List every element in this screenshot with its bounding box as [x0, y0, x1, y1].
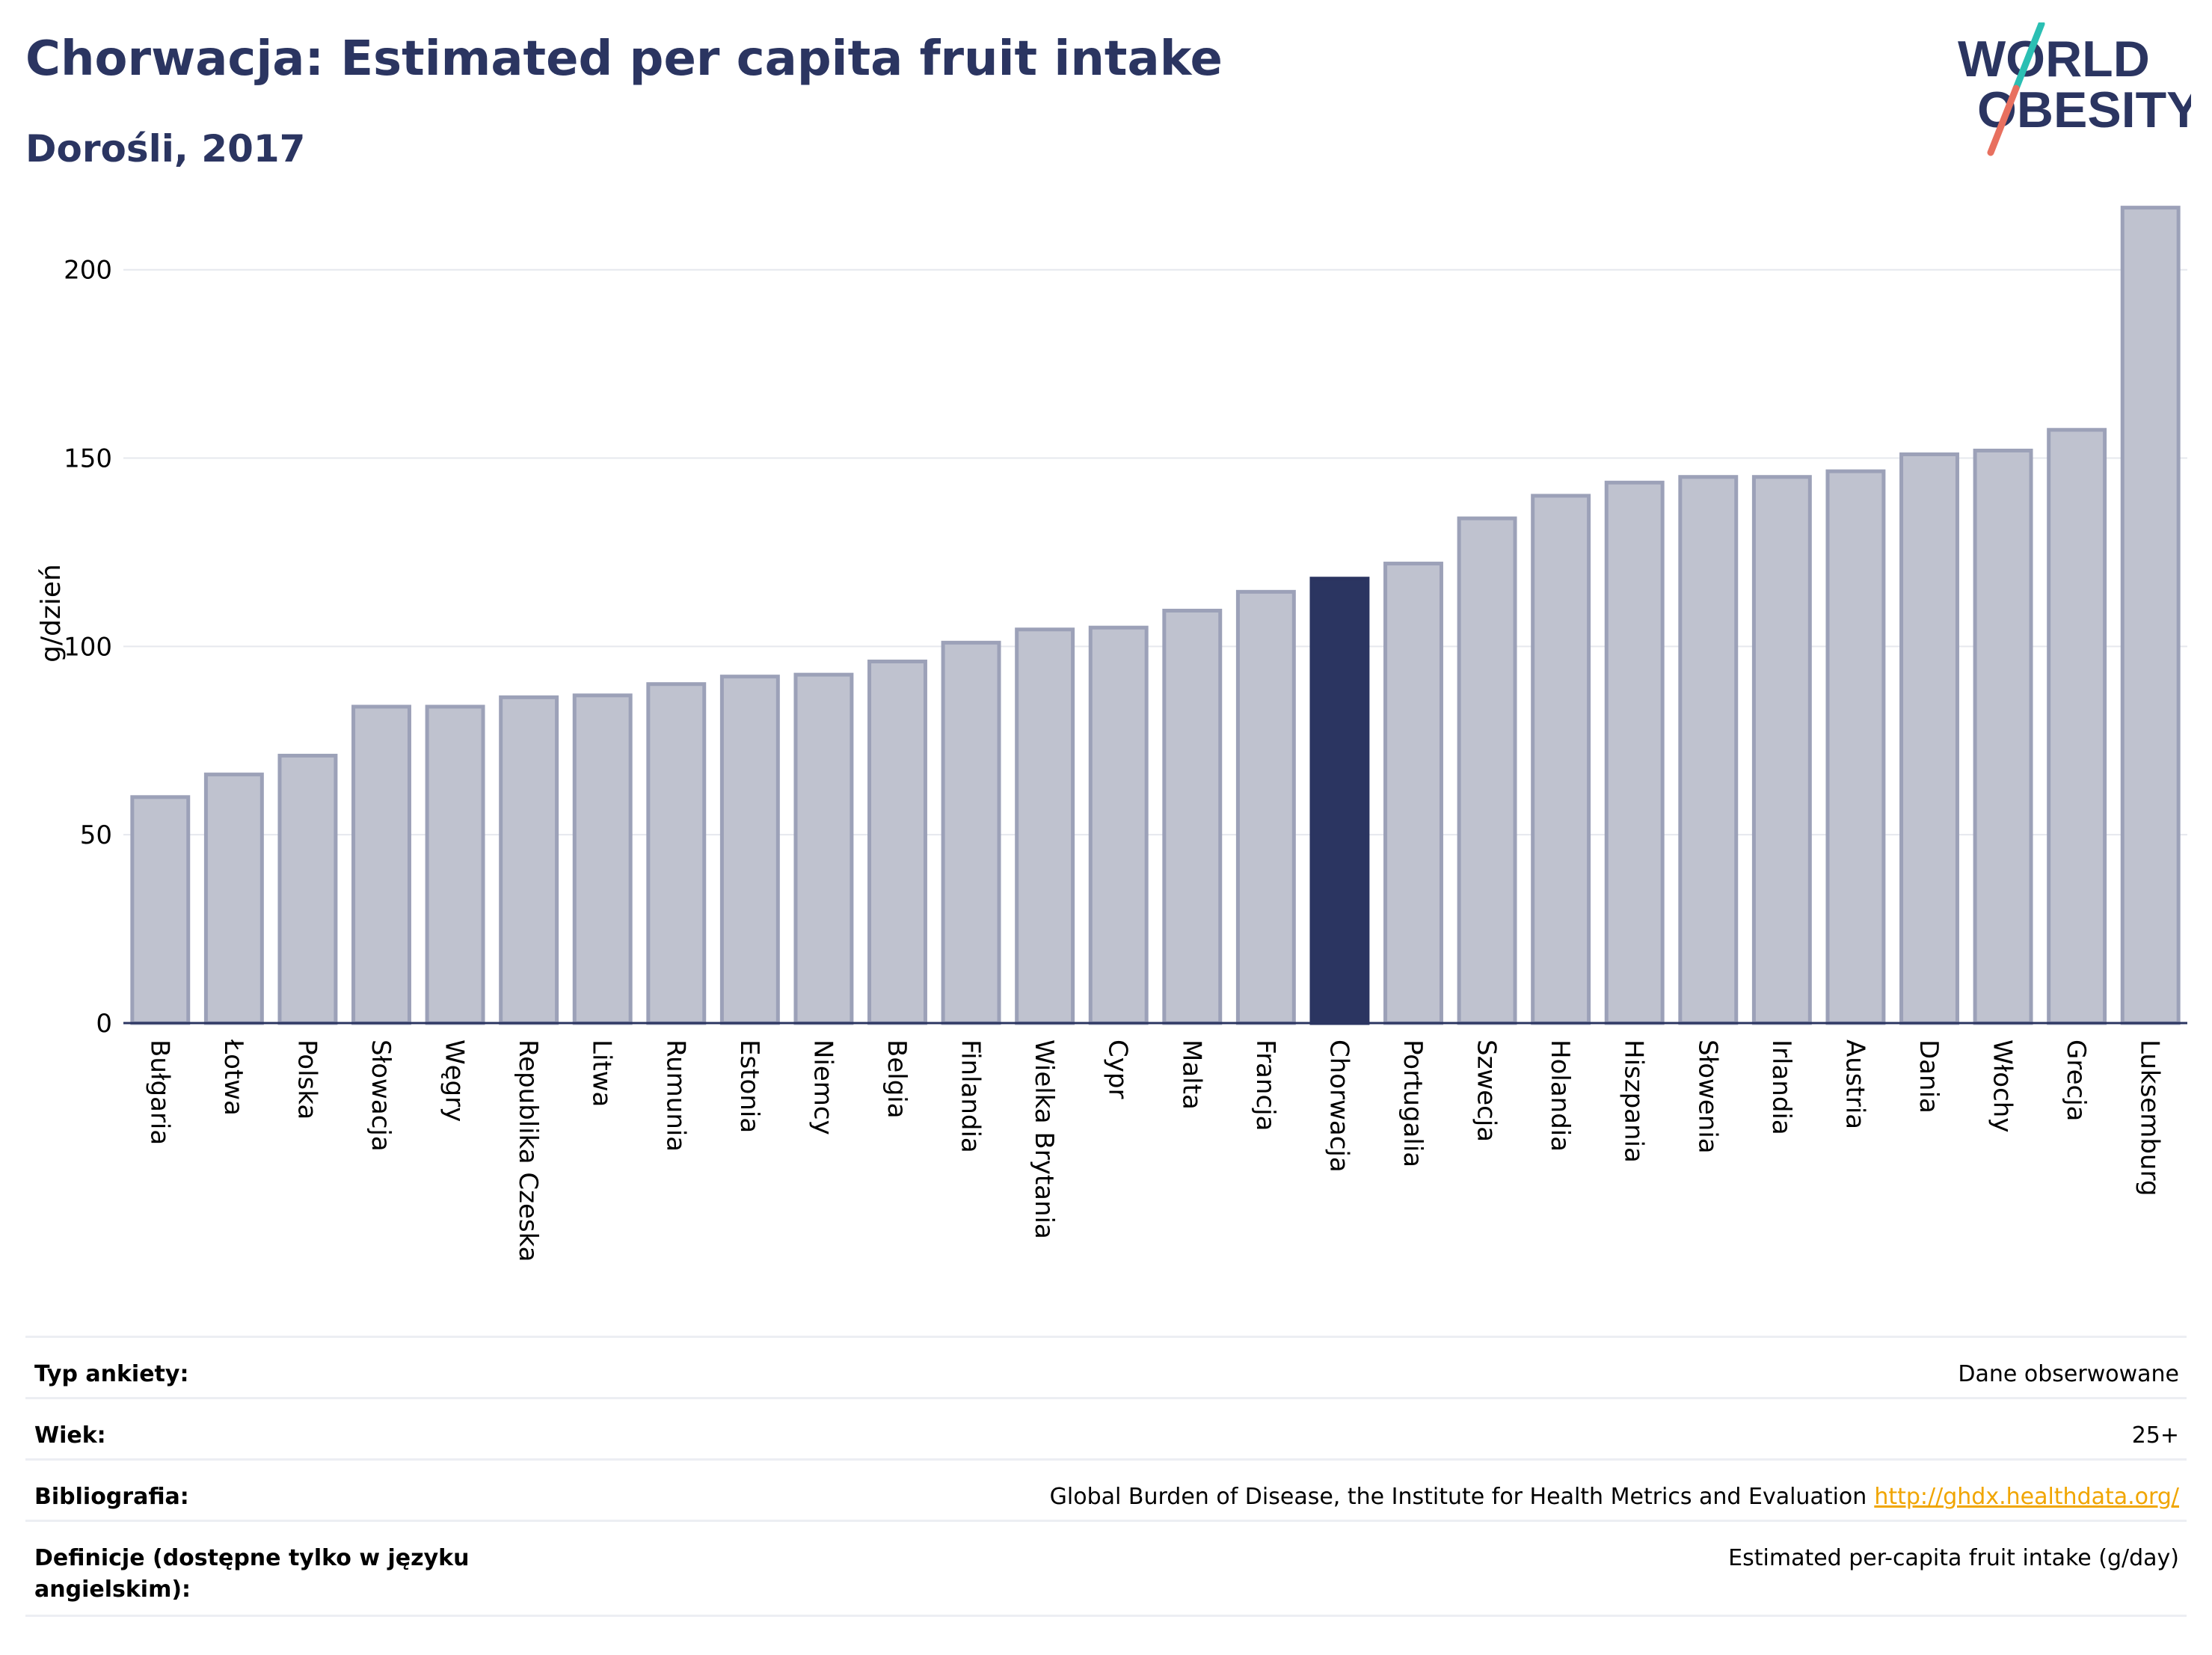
bar-węgry — [425, 704, 485, 1025]
info-row-bibliography: Bibliografia: Global Burden of Disease, … — [25, 1458, 2187, 1520]
bar-włochy — [1973, 448, 2033, 1025]
bar-słowenia — [1678, 475, 1739, 1025]
y-axis-ticks: 0 50 100 150 200 — [64, 256, 112, 1039]
x-tick-label: Grecja — [2061, 1040, 2091, 1121]
bar-hiszpania — [1604, 480, 1665, 1025]
bar-polska — [277, 753, 338, 1025]
x-tick-label: Belgia — [882, 1040, 912, 1119]
x-tick-label: Hiszpania — [1619, 1040, 1649, 1163]
bar-estonia — [719, 675, 780, 1025]
x-tick-label: Polska — [292, 1040, 322, 1120]
info-label: Definicje (dostępne tylko w języku angie… — [34, 1545, 470, 1603]
x-tick-label: Szwecja — [1472, 1040, 1502, 1142]
x-tick-label: Portugalia — [1398, 1040, 1428, 1167]
y-tick-label: 50 — [80, 820, 112, 850]
x-tick-label: Francja — [1250, 1040, 1280, 1131]
chart-subtitle: Dorośli, 2017 — [25, 127, 306, 171]
x-tick-label: Niemcy — [808, 1040, 838, 1135]
x-tick-label: Malta — [1176, 1040, 1206, 1110]
bar-republika-czeska — [499, 695, 559, 1025]
x-tick-label: Cypr — [1103, 1040, 1133, 1099]
x-tick-label: Słowacja — [366, 1040, 396, 1152]
bar-holandia — [1531, 494, 1591, 1025]
info-label: Wiek: — [34, 1422, 106, 1449]
y-tick-label: 100 — [64, 632, 112, 662]
bar-belgia — [867, 660, 927, 1025]
info-row-age: Wiek: 25+ — [25, 1397, 2187, 1458]
y-tick-label: 150 — [64, 444, 112, 474]
chart-title: Chorwacja: Estimated per capita fruit in… — [25, 31, 1223, 87]
logo-slash-top — [2012, 22, 2045, 92]
bar-grecja — [2047, 428, 2107, 1025]
bar-luksemburg — [2120, 206, 2181, 1025]
y-tick-label: 0 — [96, 1009, 112, 1039]
info-label: Bibliografia: — [34, 1484, 189, 1510]
x-axis-tick-labels: Bułgaria Łotwa Polska Słowacja Węgry Republik… — [144, 1039, 2164, 1262]
y-axis-label: g/dzień — [36, 564, 67, 663]
info-table: Typ ankiety: Dane obserwowane Wiek: 25+ … — [25, 1336, 2187, 1617]
x-tick-label: Austria — [1840, 1040, 1870, 1129]
x-tick-label: Holandia — [1545, 1040, 1575, 1152]
bars — [130, 206, 2181, 1025]
bar-szwecja — [1457, 516, 1517, 1025]
x-tick-label: Węgry — [440, 1040, 470, 1122]
bar-cypr — [1088, 625, 1149, 1025]
bar-francja — [1235, 589, 1296, 1025]
x-tick-label: Włochy — [1988, 1040, 2018, 1132]
info-value: Estimated per-capita fruit intake (g/day… — [1728, 1545, 2179, 1571]
bar-chorwacja — [1309, 577, 1370, 1025]
bar-austria — [1825, 469, 1886, 1025]
bar-irlandia — [1751, 475, 1812, 1025]
bar-chart: 0 50 100 150 200 g/dzień Bułgaria Łotwa Polska… — [36, 206, 2187, 1262]
x-tick-label: Luksemburg — [2135, 1040, 2165, 1196]
info-row-definitions: Definicje (dostępne tylko w języku angie… — [25, 1520, 2187, 1617]
x-tick-label: Wielka Brytania — [1029, 1040, 1059, 1239]
world-obesity-logo: WORLD OBESITY — [1958, 22, 2191, 156]
bar-bułgaria — [130, 795, 191, 1025]
x-tick-label: Rumunia — [660, 1040, 690, 1152]
bibliography-link[interactable]: http://ghdx.healthdata.org/ — [1874, 1484, 2179, 1510]
bar-słowacja — [351, 704, 411, 1025]
info-value: Dane obserwowane — [1958, 1361, 2179, 1387]
x-tick-label: Litwa — [587, 1040, 617, 1107]
x-tick-label: Irlandia — [1766, 1040, 1796, 1135]
bar-dania — [1899, 452, 1959, 1025]
logo-line1: WORLD — [1958, 31, 2150, 87]
info-value: 25+ — [2131, 1422, 2179, 1449]
x-tick-label: Republika Czeska — [513, 1040, 543, 1262]
x-tick-label: Bułgaria — [144, 1040, 174, 1145]
bar-niemcy — [793, 672, 854, 1025]
info-label: Typ ankiety: — [34, 1361, 189, 1387]
x-tick-label: Chorwacja — [1324, 1040, 1354, 1173]
bar-łotwa — [203, 773, 264, 1025]
y-tick-label: 200 — [64, 256, 112, 286]
x-tick-label: Łotwa — [218, 1039, 248, 1116]
bar-malta — [1162, 609, 1223, 1025]
bar-portugalia — [1383, 562, 1443, 1025]
info-row-survey-type: Typ ankiety: Dane obserwowane — [25, 1336, 2187, 1397]
logo-slash-bottom — [1987, 85, 2020, 156]
bar-litwa — [572, 693, 633, 1025]
bibliography-text: Global Burden of Disease, the Institute … — [1049, 1484, 1867, 1510]
x-tick-label: Słowenia — [1692, 1040, 1722, 1154]
x-tick-label: Dania — [1914, 1040, 1944, 1114]
bar-wielka-brytania — [1015, 627, 1075, 1025]
x-tick-label: Estonia — [734, 1040, 764, 1133]
x-tick-label: Finlandia — [956, 1040, 986, 1153]
bar-finlandia — [941, 640, 1001, 1025]
info-value: Global Burden of Disease, the Institute … — [1050, 1481, 2179, 1513]
bar-rumunia — [646, 682, 707, 1025]
